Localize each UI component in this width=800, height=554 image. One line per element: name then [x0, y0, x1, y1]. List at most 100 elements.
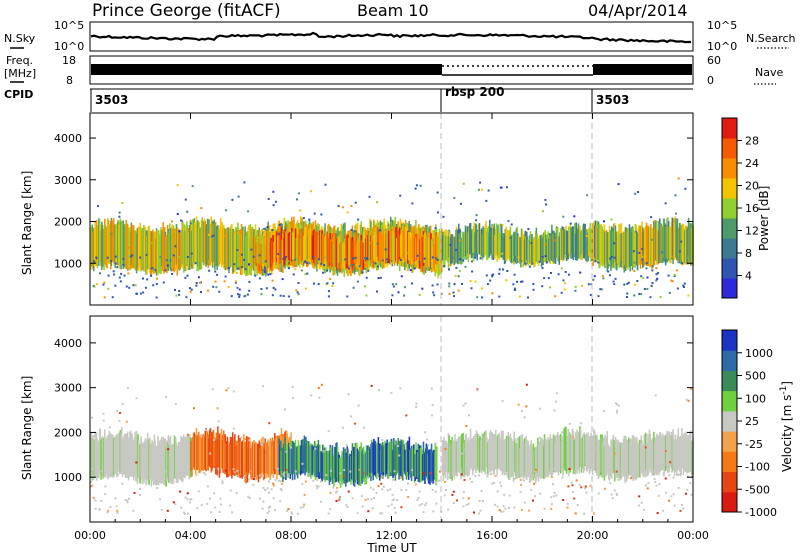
- echo-speck: [366, 258, 369, 261]
- echo-speck: [416, 254, 419, 257]
- echo-cell: [537, 444, 540, 482]
- echo-speck: [668, 439, 671, 442]
- echo-speck: [415, 402, 418, 405]
- echo-speck: [108, 426, 111, 429]
- echo-cell: [132, 440, 134, 478]
- echo-cell: [325, 447, 327, 481]
- echo-speck: [634, 458, 637, 461]
- colorbar-swatch: [722, 431, 737, 452]
- echo-speck: [302, 506, 305, 509]
- echo-speck: [134, 468, 137, 471]
- echo-speck: [487, 470, 490, 473]
- echo-speck: [174, 245, 177, 248]
- echo-cell: [458, 233, 461, 265]
- echo-speck: [172, 501, 175, 504]
- date-title: 04/Apr/2014: [588, 1, 688, 20]
- echo-cell: [390, 234, 392, 263]
- echo-speck: [200, 207, 203, 210]
- echo-speck: [665, 491, 667, 494]
- echo-cell: [687, 436, 690, 472]
- echo-speck: [272, 286, 275, 289]
- echo-cell: [308, 229, 310, 262]
- echo-speck: [116, 509, 119, 512]
- echo-speck: [335, 499, 338, 502]
- echo-speck: [615, 449, 618, 452]
- echo-speck: [429, 472, 432, 475]
- echo-speck: [458, 438, 461, 441]
- echo-speck: [475, 214, 478, 217]
- echo-speck: [121, 403, 124, 405]
- echo-cell: [272, 446, 275, 478]
- echo-speck: [128, 497, 130, 500]
- echo-speck: [391, 499, 394, 502]
- echo-cell: [507, 230, 510, 256]
- echo-speck: [139, 256, 142, 259]
- echo-cell: [353, 446, 355, 486]
- echo-cell: [399, 234, 402, 258]
- echo-speck: [238, 288, 241, 291]
- colorbar-swatch: [722, 238, 737, 259]
- echo-speck: [150, 274, 153, 277]
- echo-cell: [375, 231, 377, 260]
- echo-speck: [584, 487, 587, 490]
- echo-speck: [544, 198, 547, 201]
- echo-speck: [453, 295, 455, 298]
- echo-cell: [128, 437, 130, 478]
- echo-cell: [198, 437, 201, 473]
- echo-cell: [223, 430, 225, 471]
- echo-speck: [339, 496, 341, 498]
- echo-speck: [128, 286, 131, 289]
- echo-speck: [126, 499, 129, 502]
- echo-speck: [254, 274, 257, 277]
- echo-cell: [619, 234, 622, 267]
- echo-speck: [342, 475, 345, 478]
- echo-cell: [515, 443, 518, 479]
- echo-speck: [477, 188, 480, 191]
- echo-speck: [165, 396, 167, 399]
- echo-cell: [530, 239, 532, 266]
- echo-speck: [626, 292, 629, 295]
- echo-cell: [309, 228, 312, 257]
- echo-speck: [532, 288, 535, 291]
- noise-left-tick-top: 10^5: [54, 19, 84, 32]
- echo-speck: [204, 429, 207, 432]
- echo-cell: [155, 450, 157, 486]
- echo-speck: [585, 235, 588, 237]
- echo-speck: [214, 280, 217, 283]
- echo-cell: [191, 438, 193, 477]
- echo-speck: [322, 271, 325, 274]
- echo-speck: [292, 273, 295, 276]
- echo-speck: [638, 293, 641, 295]
- noise-left-tick-bottom: 10^0: [54, 40, 84, 53]
- echo-cell: [490, 431, 493, 466]
- echo-speck: [476, 296, 479, 299]
- echo-speck: [475, 219, 478, 222]
- echo-speck: [186, 498, 189, 501]
- echo-speck: [453, 283, 456, 286]
- echo-speck: [662, 472, 665, 475]
- echo-speck: [674, 194, 677, 197]
- echo-speck: [677, 177, 680, 180]
- echo-cell: [107, 437, 110, 479]
- echo-cell: [287, 449, 289, 478]
- echo-cell: [667, 433, 669, 472]
- echo-speck: [325, 474, 328, 477]
- echo-speck: [286, 510, 289, 512]
- echo-speck: [500, 484, 502, 487]
- echo-speck: [102, 412, 105, 415]
- echo-cell: [543, 434, 546, 475]
- echo-speck: [240, 266, 243, 269]
- echo-cell: [613, 447, 616, 482]
- echo-cell: [633, 435, 635, 473]
- echo-cell: [691, 222, 694, 265]
- echo-speck: [104, 492, 107, 495]
- echo-speck: [407, 482, 409, 485]
- echo-speck: [349, 264, 352, 267]
- echo-speck: [650, 284, 653, 287]
- echo-cell: [653, 229, 656, 266]
- echo-cell: [492, 434, 495, 475]
- echo-speck: [233, 471, 236, 474]
- echo-speck: [187, 434, 190, 436]
- echo-speck: [234, 281, 237, 284]
